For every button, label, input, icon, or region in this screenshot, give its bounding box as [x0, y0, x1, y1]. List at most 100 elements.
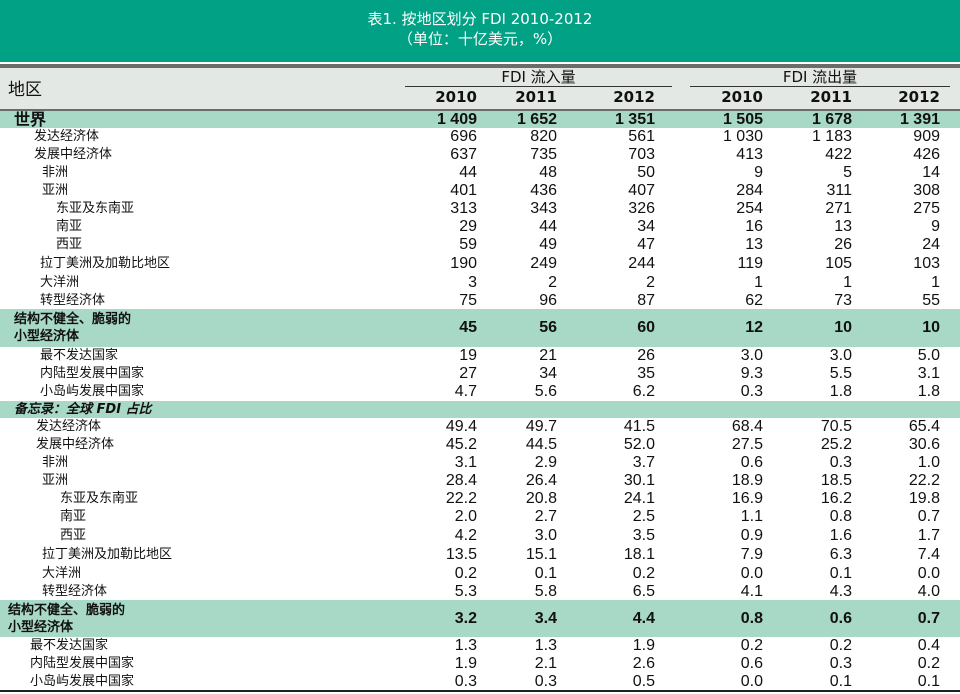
table-row: 结构不健全、脆弱的 小型经济体 3.2 3.4 4.4 0.8 0.6 0.7 — [0, 600, 960, 637]
table-cell: 909 — [913, 128, 940, 145]
table-cell: 407 — [628, 182, 655, 199]
table-cell: 1.9 — [454, 655, 477, 672]
table-cell: 2.5 — [632, 508, 655, 525]
table-cell: 65.4 — [908, 418, 940, 435]
table-cell: 30.6 — [908, 436, 940, 453]
table-cell: 0.6 — [740, 655, 763, 672]
table-cell: 105 — [825, 255, 852, 272]
fdi-outflow-header: FDI 流出量 — [782, 68, 858, 86]
table-cell: 3 — [468, 274, 477, 291]
table-cell: 59 — [459, 236, 477, 253]
table-cell: 1 — [931, 274, 940, 291]
table-row: 发展中经济体 45.2 44.5 52.0 27.5 25.2 30.6 — [0, 436, 960, 454]
table-row: 南亚 2.0 2.7 2.5 1.1 0.8 0.7 — [0, 508, 960, 526]
table-cell: 16.2 — [820, 490, 852, 507]
table-cell: 2.6 — [632, 655, 655, 672]
table-cell: 96 — [539, 291, 557, 309]
table-cell: 2.9 — [534, 454, 557, 471]
table-cell: 308 — [913, 182, 940, 199]
row-label: 小岛屿发展中国家 — [40, 384, 145, 399]
table-cell: 48 — [539, 164, 557, 181]
table-cell: 1 409 — [436, 110, 477, 128]
table-cell: 3.4 — [534, 609, 557, 627]
table-cell: 10 — [922, 319, 940, 336]
table-cell: 19 — [459, 347, 477, 364]
table-cell: 271 — [825, 200, 852, 217]
row-label: 大洋洲 — [42, 566, 82, 581]
table-row: 转型经济体 75 96 87 62 73 55 — [0, 292, 960, 309]
table-cell: 1.7 — [917, 526, 940, 544]
row-label: 转型经济体 — [40, 292, 106, 308]
table-cell: 26.4 — [525, 472, 557, 489]
table-cell: 25.2 — [820, 436, 852, 453]
table-cell: 0.0 — [917, 565, 940, 582]
table-cell: 4.4 — [632, 609, 655, 627]
table-row: 西亚 4.2 3.0 3.5 0.9 1.6 1.7 — [0, 526, 960, 545]
table-cell: 1 391 — [899, 110, 940, 128]
year-header-inflow-2012: 2012 — [613, 88, 655, 106]
table-row: 小岛屿发展中国家 0.3 0.3 0.5 0.0 0.1 0.1 — [0, 673, 960, 690]
table-cell: 18.1 — [623, 546, 655, 563]
table-cell: 1 652 — [516, 110, 557, 128]
row-label-line2: 小型经济体 — [8, 619, 74, 635]
table-row: 世界 1 409 1 652 1 351 1 505 1 678 1 391 — [0, 111, 960, 128]
table-cell: 2.0 — [454, 508, 477, 525]
table-cell: 1 030 — [722, 128, 763, 145]
table-cell: 0.5 — [632, 672, 655, 690]
table-cell: 21 — [539, 347, 557, 364]
table-cell: 735 — [530, 146, 557, 163]
table-cell: 16.9 — [731, 490, 763, 507]
table-cell: 35 — [637, 365, 655, 382]
row-label: 亚洲 — [42, 183, 69, 198]
table-row: 转型经济体 5.3 5.8 6.5 4.1 4.3 4.0 — [0, 583, 960, 600]
row-label: 东亚及东南亚 — [60, 491, 139, 506]
table-row: 亚洲 28.4 26.4 30.1 18.9 18.5 22.2 — [0, 472, 960, 490]
table-cell: 3.1 — [454, 454, 477, 471]
table-cell: 10 — [834, 319, 852, 336]
table-cell: 34 — [539, 365, 557, 382]
table-cell: 1.8 — [829, 383, 852, 400]
table-cell: 5.3 — [454, 582, 477, 600]
table-cell: 56 — [539, 319, 557, 336]
table-row: 东亚及东南亚 22.2 20.8 24.1 16.9 16.2 19.8 — [0, 490, 960, 508]
row-label: 结构不健全、脆弱的 小型经济体 — [8, 602, 125, 636]
table-cell: 561 — [628, 128, 655, 145]
table-cell: 26 — [834, 236, 852, 253]
row-label-line1: 结构不健全、脆弱的 — [14, 312, 132, 327]
table-cell: 13.5 — [445, 546, 477, 563]
table-cell: 2 — [646, 274, 655, 291]
table-cell: 45.2 — [445, 436, 477, 453]
row-label: 东亚及东南亚 — [56, 201, 135, 216]
table-cell: 9.3 — [740, 365, 763, 382]
table-cell: 284 — [736, 182, 763, 199]
table-cell: 3.0 — [740, 347, 763, 364]
row-label: 西亚 — [56, 237, 83, 252]
table-cell: 703 — [628, 146, 655, 163]
table-cell: 62 — [745, 291, 763, 309]
table-cell: 44 — [459, 164, 477, 181]
table-cell: 6.3 — [829, 546, 852, 563]
year-header-inflow-2010: 2010 — [435, 88, 477, 106]
table-cell: 0.2 — [829, 637, 852, 654]
table-cell: 0.3 — [829, 454, 852, 471]
table-cell: 103 — [913, 255, 940, 272]
table-cell: 7.4 — [917, 546, 940, 563]
table-cell: 87 — [637, 291, 655, 309]
table-cell: 5 — [843, 164, 852, 181]
table-cell: 0.2 — [740, 637, 763, 654]
table-cell: 24 — [922, 236, 940, 253]
table-cell: 26 — [637, 347, 655, 364]
table-cell: 637 — [450, 146, 477, 163]
table-cell: 50 — [637, 164, 655, 181]
table-cell: 244 — [628, 255, 655, 272]
row-label: 西亚 — [60, 527, 87, 543]
table-cell: 60 — [637, 319, 655, 336]
year-header-outflow-2011: 2011 — [810, 88, 852, 106]
row-label: 拉丁美洲及加勒比地区 — [40, 256, 171, 271]
table-cell: 44.5 — [525, 436, 557, 453]
table-cell: 45 — [459, 319, 477, 336]
table-cell: 326 — [628, 200, 655, 217]
table-cell: 12 — [745, 319, 763, 336]
row-label: 亚洲 — [42, 473, 69, 488]
table-cell: 0.7 — [917, 508, 940, 525]
